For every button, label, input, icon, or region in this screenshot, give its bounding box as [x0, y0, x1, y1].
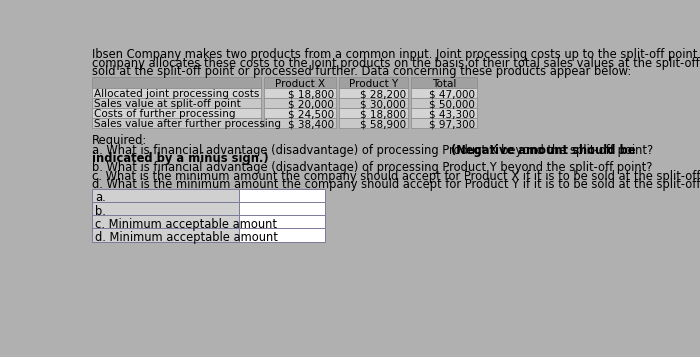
Bar: [92, 202, 239, 215]
Bar: [412, 87, 477, 97]
Text: Sales value at split-off point: Sales value at split-off point: [94, 99, 241, 109]
Bar: [340, 87, 408, 97]
Text: d. What is the minimum amount the company should accept for Product Y if it is t: d. What is the minimum amount the compan…: [92, 178, 700, 191]
Text: Costs of further processing: Costs of further processing: [94, 109, 236, 119]
Text: d. Minimum acceptable amount: d. Minimum acceptable amount: [95, 231, 278, 244]
Bar: [340, 77, 408, 87]
Text: $ 47,000: $ 47,000: [429, 89, 475, 99]
Bar: [412, 77, 477, 87]
Bar: [264, 107, 336, 117]
Text: $ 18,800: $ 18,800: [288, 89, 334, 99]
Text: Product X: Product X: [275, 79, 326, 89]
Text: a.: a.: [95, 191, 106, 205]
Text: $ 97,300: $ 97,300: [429, 119, 475, 129]
Bar: [92, 107, 261, 117]
Text: c. What is the minimum amount the company should accept for Product X if it is t: c. What is the minimum amount the compan…: [92, 170, 700, 183]
Text: $ 18,800: $ 18,800: [360, 109, 406, 119]
Text: $ 24,500: $ 24,500: [288, 109, 334, 119]
Bar: [239, 189, 325, 202]
Text: Required:: Required:: [92, 135, 148, 147]
Text: $ 50,000: $ 50,000: [429, 99, 475, 109]
Bar: [264, 77, 336, 87]
Text: company allocates these costs to the joint products on the basis of their total : company allocates these costs to the joi…: [92, 57, 700, 70]
Bar: [92, 228, 239, 241]
Text: Total: Total: [432, 79, 456, 89]
Text: $ 28,200: $ 28,200: [360, 89, 406, 99]
Bar: [264, 87, 336, 97]
Bar: [92, 77, 261, 87]
Text: b.: b.: [95, 205, 106, 217]
Text: $ 30,000: $ 30,000: [360, 99, 406, 109]
Bar: [340, 107, 408, 117]
Bar: [340, 117, 408, 127]
Bar: [92, 215, 239, 228]
Text: a. What is financial advantage (disadvantage) of processing Product X beyond the: a. What is financial advantage (disadvan…: [92, 144, 657, 157]
Bar: [239, 202, 325, 215]
Text: Ibsen Company makes two products from a common input. Joint processing costs up : Ibsen Company makes two products from a …: [92, 48, 700, 61]
Bar: [412, 97, 477, 107]
Bar: [92, 97, 261, 107]
Bar: [264, 117, 336, 127]
Text: c. Minimum acceptable amount: c. Minimum acceptable amount: [95, 218, 277, 231]
Bar: [239, 215, 325, 228]
Text: sold at the split-off point or processed further. Data concerning these products: sold at the split-off point or processed…: [92, 65, 631, 78]
Text: $ 43,300: $ 43,300: [429, 109, 475, 119]
Bar: [92, 87, 261, 97]
Bar: [340, 97, 408, 107]
Bar: [92, 117, 261, 127]
Bar: [239, 228, 325, 241]
Bar: [264, 97, 336, 107]
Text: (Negative amount should be: (Negative amount should be: [451, 144, 635, 157]
Text: $ 58,900: $ 58,900: [360, 119, 406, 129]
Bar: [412, 117, 477, 127]
Text: b. What is financial advantage (disadvantage) of processing Product Y beyond the: b. What is financial advantage (disadvan…: [92, 161, 652, 175]
Text: indicated by a minus sign.): indicated by a minus sign.): [92, 152, 269, 165]
Bar: [412, 107, 477, 117]
Bar: [92, 189, 239, 202]
Text: Product Y: Product Y: [349, 79, 398, 89]
Text: $ 38,400: $ 38,400: [288, 119, 334, 129]
Text: Allocated joint processing costs: Allocated joint processing costs: [94, 89, 260, 99]
Text: $ 20,000: $ 20,000: [288, 99, 334, 109]
Text: Sales value after further processing: Sales value after further processing: [94, 119, 281, 129]
